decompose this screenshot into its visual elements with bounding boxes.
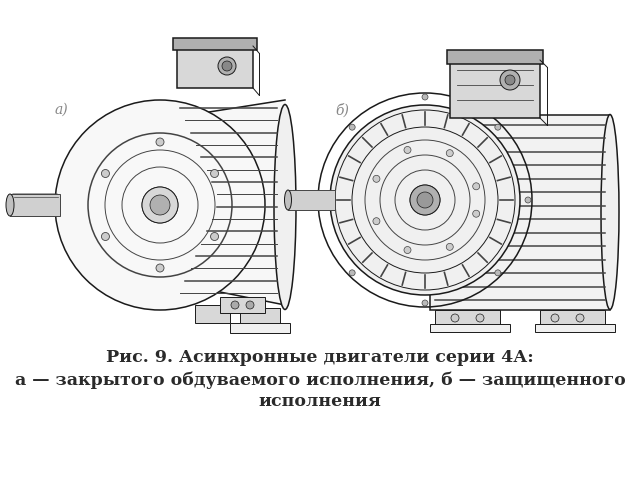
Bar — [220, 297, 265, 313]
Circle shape — [349, 270, 355, 276]
Ellipse shape — [601, 115, 619, 310]
Circle shape — [451, 314, 459, 322]
Bar — [450, 60, 540, 118]
Circle shape — [495, 270, 501, 276]
Text: б): б) — [335, 103, 349, 117]
Circle shape — [473, 210, 480, 217]
Circle shape — [142, 187, 178, 223]
Bar — [195, 305, 230, 323]
Circle shape — [422, 300, 428, 306]
Circle shape — [330, 105, 520, 295]
Text: а): а) — [55, 103, 68, 117]
FancyBboxPatch shape — [177, 46, 253, 88]
Circle shape — [55, 100, 265, 310]
Bar — [430, 324, 510, 332]
Bar — [435, 310, 500, 326]
Bar — [535, 324, 615, 332]
Circle shape — [495, 124, 501, 130]
Circle shape — [404, 247, 411, 253]
Circle shape — [404, 146, 411, 154]
Bar — [10, 194, 60, 216]
Circle shape — [422, 94, 428, 100]
Circle shape — [349, 124, 355, 130]
Circle shape — [156, 138, 164, 146]
Circle shape — [410, 185, 440, 215]
Circle shape — [319, 197, 325, 203]
Circle shape — [417, 192, 433, 208]
Circle shape — [102, 169, 109, 178]
Circle shape — [222, 61, 232, 71]
Circle shape — [446, 243, 453, 251]
Circle shape — [446, 150, 453, 156]
Circle shape — [218, 57, 236, 75]
Ellipse shape — [6, 194, 14, 216]
FancyBboxPatch shape — [173, 38, 257, 50]
Circle shape — [551, 314, 559, 322]
Bar — [430, 115, 610, 310]
Circle shape — [373, 175, 380, 182]
Bar — [447, 50, 543, 64]
Polygon shape — [190, 100, 285, 305]
Text: а — закрытого обдуваемого исполнения, б — защищенного: а — закрытого обдуваемого исполнения, б … — [15, 371, 625, 389]
Bar — [288, 190, 335, 210]
Circle shape — [102, 232, 109, 240]
Circle shape — [211, 169, 218, 178]
Circle shape — [476, 314, 484, 322]
Circle shape — [525, 197, 531, 203]
Circle shape — [505, 75, 515, 85]
Circle shape — [373, 218, 380, 225]
Ellipse shape — [274, 105, 296, 310]
Bar — [540, 310, 605, 326]
Circle shape — [500, 70, 520, 90]
Ellipse shape — [285, 190, 291, 210]
Text: Рис. 9. Асинхронные двигатели серии 4А:: Рис. 9. Асинхронные двигатели серии 4А: — [106, 349, 534, 367]
Bar — [230, 323, 290, 333]
Text: исполнения: исполнения — [259, 394, 381, 410]
Circle shape — [156, 264, 164, 272]
Circle shape — [246, 301, 254, 309]
Circle shape — [150, 195, 170, 215]
Circle shape — [576, 314, 584, 322]
Bar — [240, 308, 280, 326]
Circle shape — [231, 301, 239, 309]
Circle shape — [473, 183, 480, 190]
Circle shape — [211, 232, 218, 240]
